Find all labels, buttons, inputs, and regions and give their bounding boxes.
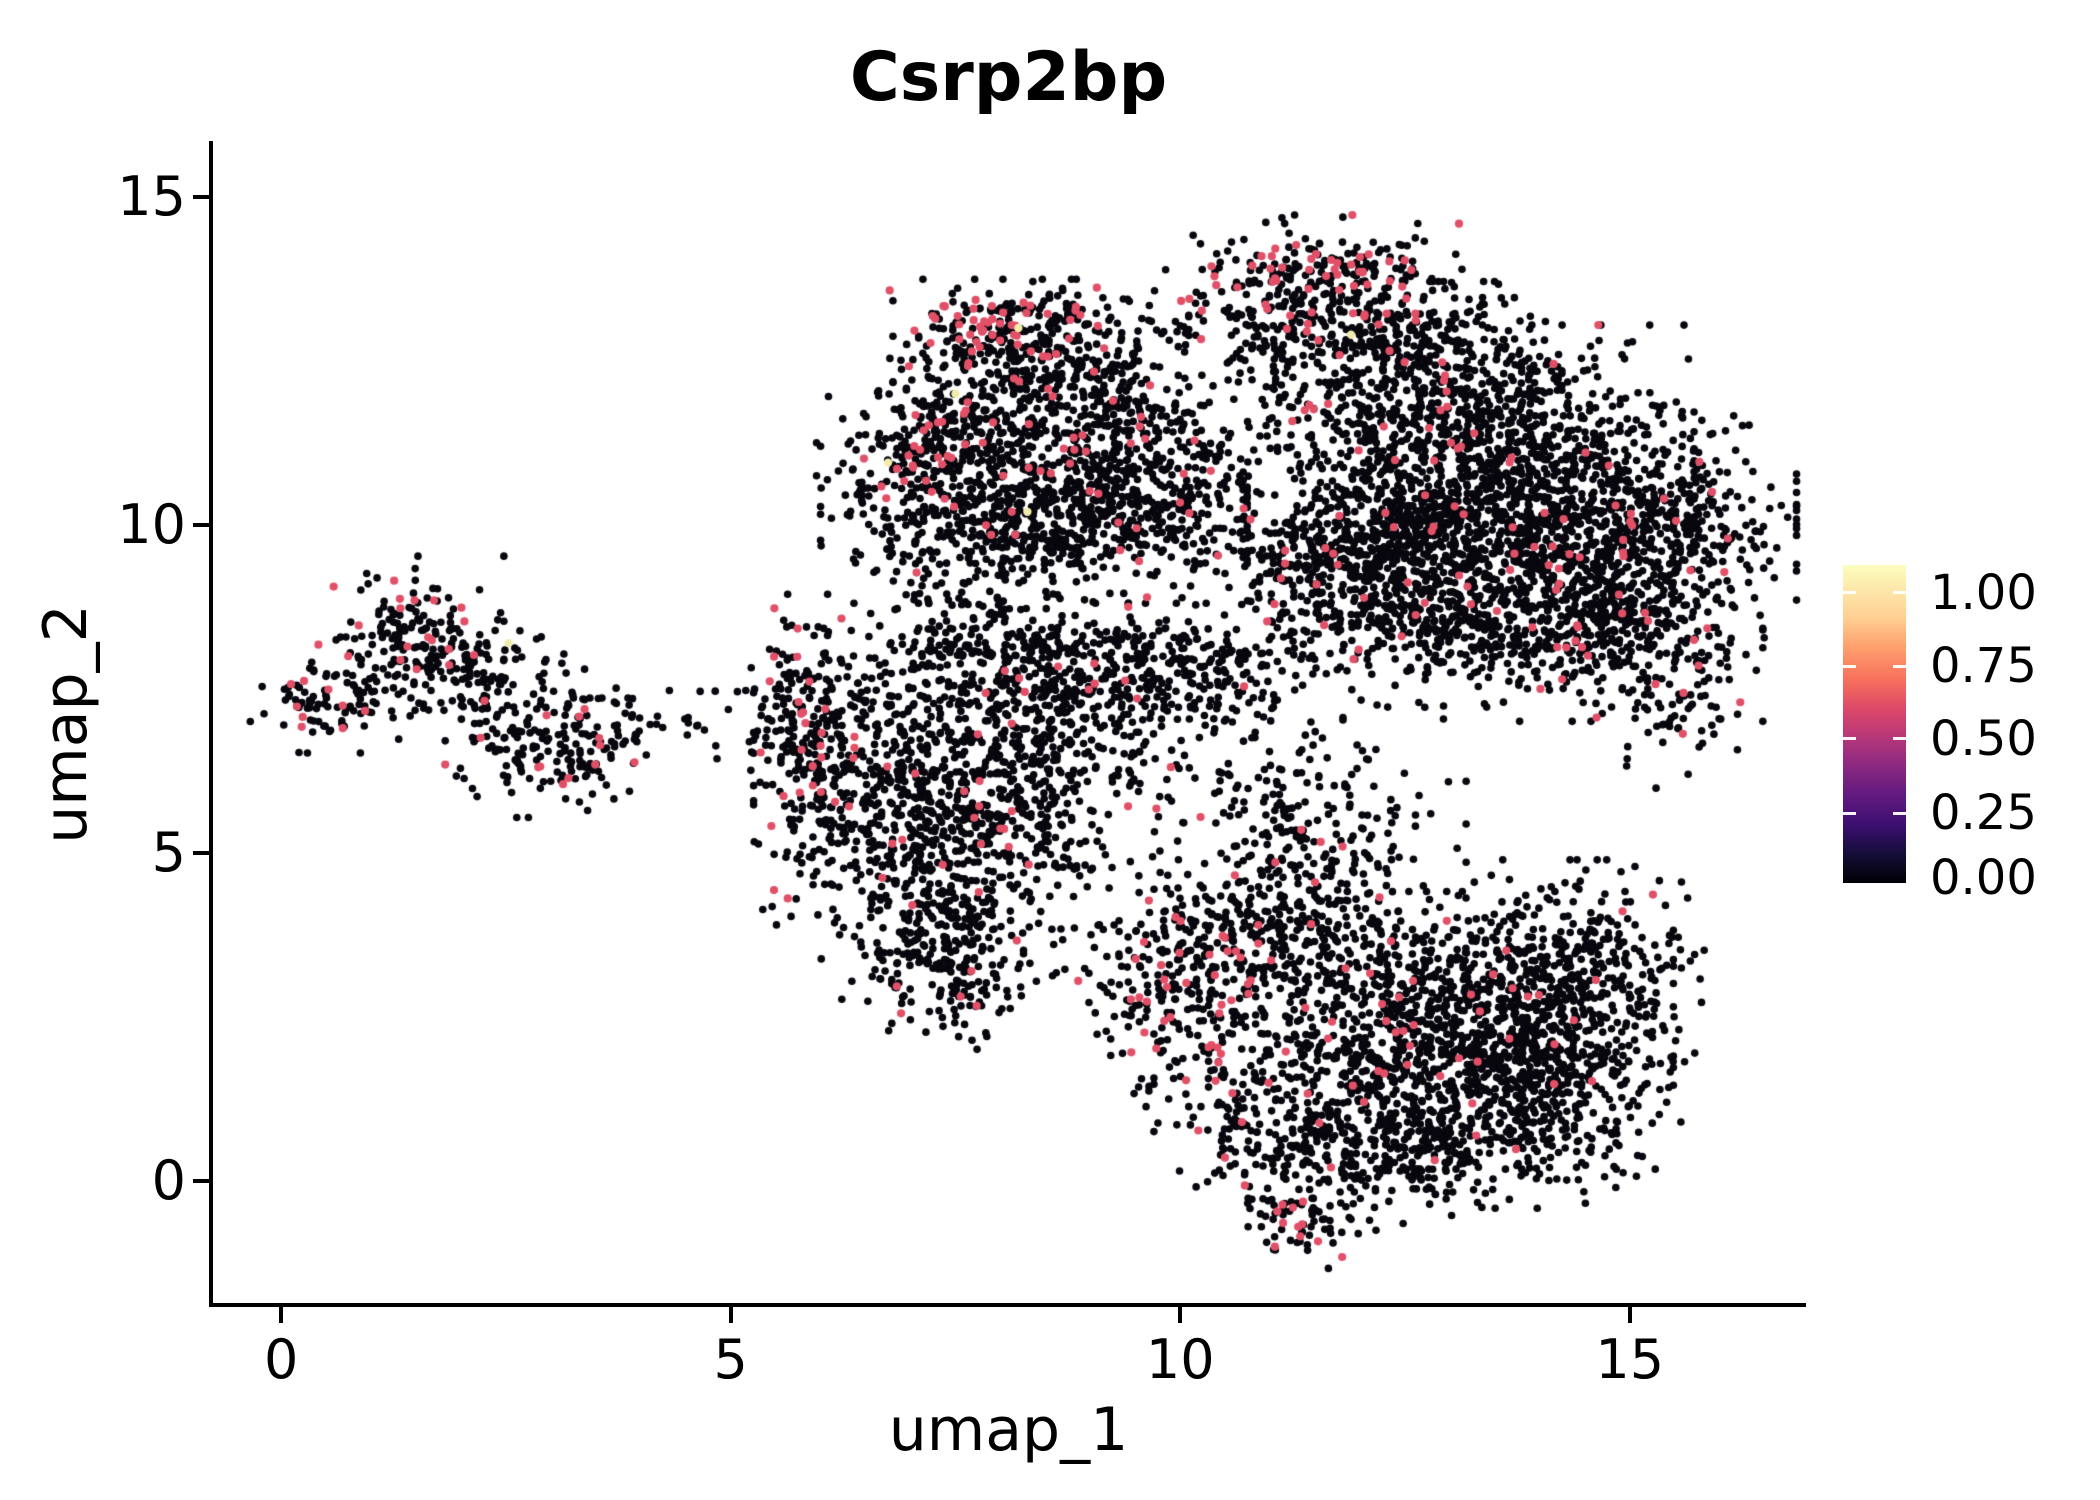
x-tick-mark [1627, 1305, 1632, 1323]
colorbar-tick-dash [1893, 737, 1906, 741]
y-tick-mark [193, 194, 211, 199]
colorbar-tick-label: 0.75 [1930, 638, 2037, 695]
y-tick-label: 10 [117, 492, 186, 556]
y-tick-mark [193, 522, 211, 527]
x-tick-label: 0 [263, 1328, 299, 1391]
x-tick-mark [728, 1305, 733, 1323]
colorbar-tick-label: 1.00 [1930, 564, 2037, 621]
colorbar-tick-dash [1843, 591, 1856, 595]
colorbar-tick-label: 0.00 [1930, 850, 2037, 907]
x-axis-line [209, 1303, 1806, 1307]
colorbar-tick-dash [1893, 811, 1906, 815]
colorbar-tick-dash [1893, 664, 1906, 668]
colorbar-tick-dash [1843, 811, 1856, 815]
y-tick-mark [193, 1179, 211, 1184]
y-tick-label: 15 [117, 164, 186, 228]
colorbar-tick-label: 0.25 [1930, 785, 2037, 842]
y-axis-line [209, 141, 213, 1307]
colorbar-gradient [1843, 565, 1906, 883]
plot-title: Csrp2bp [849, 38, 1168, 117]
x-tick-label: 15 [1595, 1328, 1665, 1391]
y-tick-mark [193, 851, 211, 856]
x-tick-mark [279, 1305, 284, 1323]
colorbar-tick-dash [1893, 591, 1906, 595]
colorbar-tick-dash [1843, 664, 1856, 668]
y-tick-label: 0 [151, 1149, 186, 1213]
x-axis-title: umap_1 [888, 1395, 1129, 1465]
x-tick-mark [1178, 1305, 1183, 1323]
y-tick-label: 5 [151, 821, 186, 885]
x-tick-label: 10 [1145, 1328, 1215, 1391]
colorbar-tick-label: 0.50 [1930, 710, 2037, 767]
x-tick-label: 5 [713, 1328, 748, 1391]
colorbar-tick-dash [1843, 737, 1856, 741]
